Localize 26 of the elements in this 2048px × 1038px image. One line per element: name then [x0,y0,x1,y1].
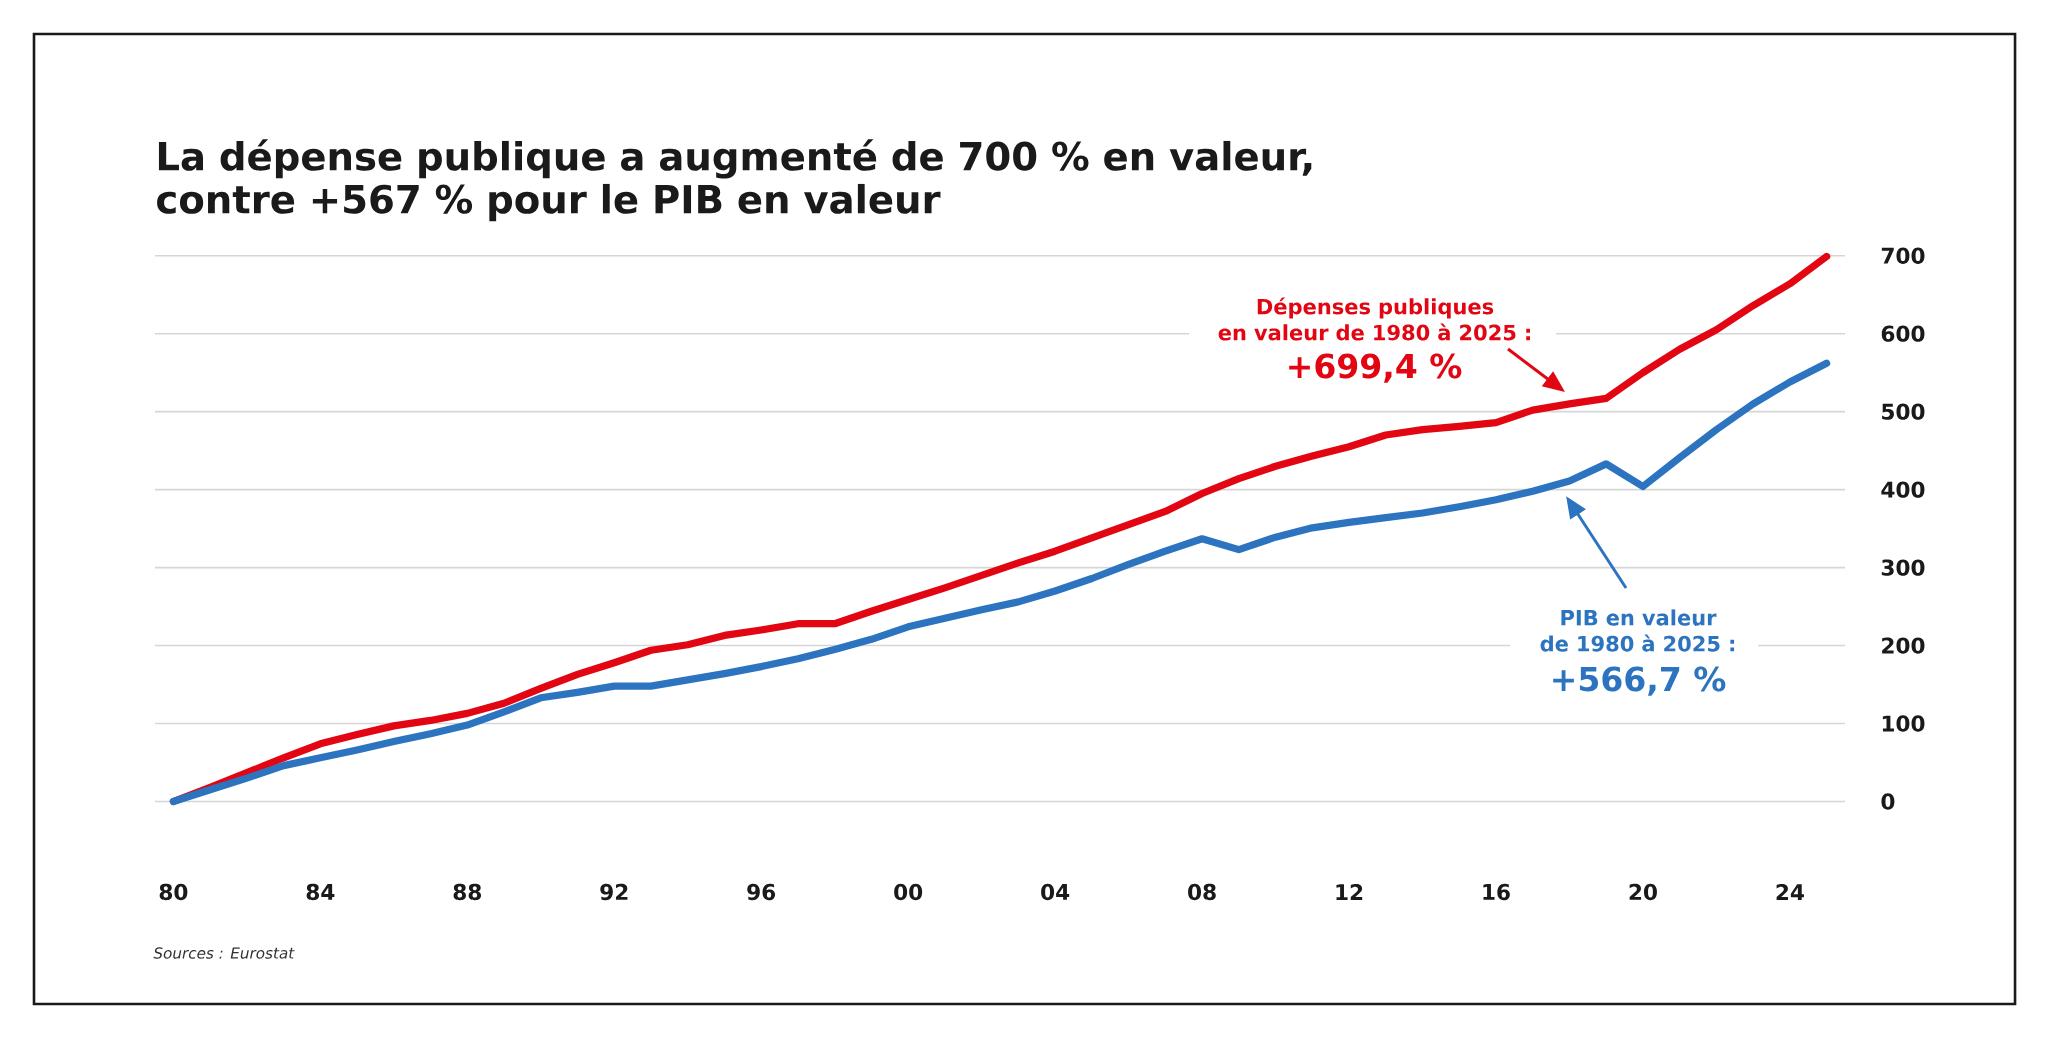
source-note: Sources : Eurostat [153,947,295,959]
x-tick-label: 84 [306,883,335,901]
y-tick-label: 400 [1881,481,1925,498]
x-tick-label: 24 [1776,883,1804,901]
x-tick-label: 12 [1336,883,1363,901]
y-tick-label: 600 [1881,325,1925,342]
y-tick-label: 0 [1881,793,1895,810]
chart-title: La dépense publique a augmenté de 700 % en valeur, contre +567 % pour le PIB en valeur [157,139,1312,222]
annotation: PIB en valeur de 1980 à 2025 : [1540,609,1735,652]
annotation: +566,7 % [1553,666,1726,696]
x-tick-label: 04 [1041,883,1070,901]
x-tick-label: 96 [747,883,776,901]
x-tick-label: 20 [1629,883,1657,901]
y-tick-label: 300 [1881,559,1925,576]
y-tick-label: 100 [1882,715,1925,732]
annotation: +699,4 % [1289,353,1462,383]
x-tick-label: 88 [453,883,481,901]
y-tick-label: 500 [1882,403,1925,420]
x-tick-label: 08 [1188,883,1216,901]
annotation: Dépenses publiques en valeur de 1980 à 2025 : [1218,297,1530,341]
x-tick-label: 16 [1483,883,1510,901]
y-tick-label: 200 [1882,637,1925,654]
x-tick-label: 92 [600,883,628,901]
x-tick-label: 80 [159,883,188,901]
y-tick-label: 700 [1881,247,1925,264]
x-tick-label: 00 [894,883,923,901]
